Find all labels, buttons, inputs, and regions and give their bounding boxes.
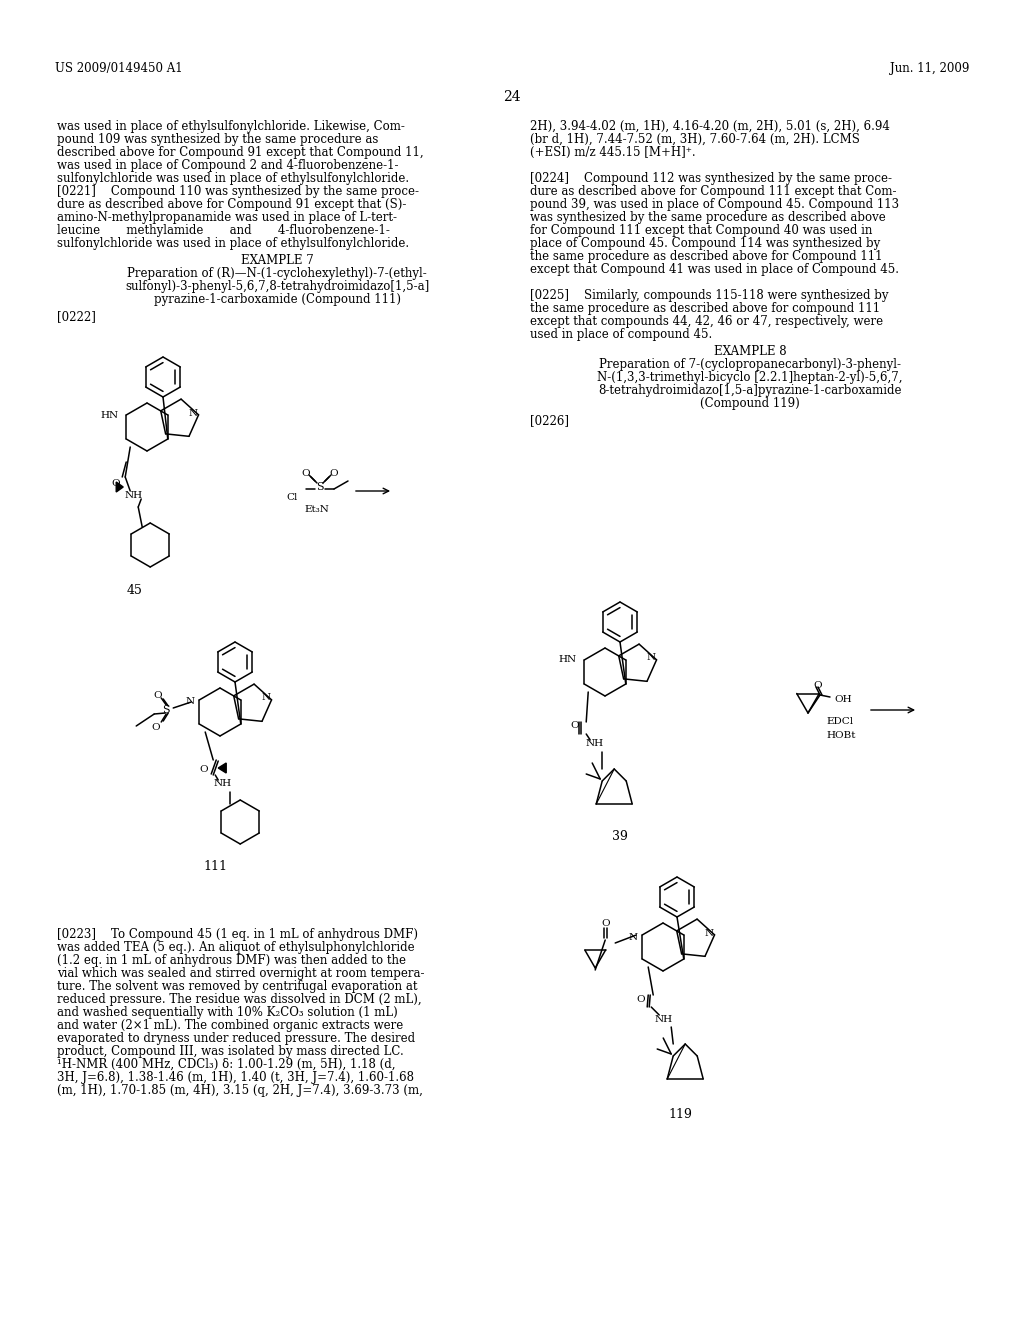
Text: 45: 45 bbox=[127, 583, 143, 597]
Text: 2H), 3.94-4.02 (m, 1H), 4.16-4.20 (m, 2H), 5.01 (s, 2H), 6.94: 2H), 3.94-4.02 (m, 1H), 4.16-4.20 (m, 2H… bbox=[530, 120, 890, 133]
Text: NH: NH bbox=[124, 491, 142, 499]
Text: for Compound 111 except that Compound 40 was used in: for Compound 111 except that Compound 40… bbox=[530, 224, 872, 238]
Text: N: N bbox=[646, 653, 655, 663]
Text: the same procedure as described above for Compound 111: the same procedure as described above fo… bbox=[530, 249, 883, 263]
Text: dure as described above for Compound 111 except that Com-: dure as described above for Compound 111… bbox=[530, 185, 896, 198]
Text: [0221]    Compound 110 was synthesized by the same proce-: [0221] Compound 110 was synthesized by t… bbox=[57, 185, 419, 198]
Text: EXAMPLE 8: EXAMPLE 8 bbox=[714, 345, 786, 358]
Text: was added TEA (5 eq.). An aliquot of ethylsulphonylchloride: was added TEA (5 eq.). An aliquot of eth… bbox=[57, 941, 415, 954]
Polygon shape bbox=[218, 763, 226, 774]
Text: was synthesized by the same procedure as described above: was synthesized by the same procedure as… bbox=[530, 211, 886, 224]
Text: sulfonylchloride was used in place of ethylsulfonylchloride.: sulfonylchloride was used in place of et… bbox=[57, 238, 410, 249]
Text: except that Compound 41 was used in place of Compound 45.: except that Compound 41 was used in plac… bbox=[530, 263, 899, 276]
Text: O: O bbox=[111, 479, 120, 487]
Text: O: O bbox=[153, 692, 162, 701]
Text: S: S bbox=[163, 705, 170, 715]
Text: [0225]    Similarly, compounds 115-118 were synthesized by: [0225] Similarly, compounds 115-118 were… bbox=[530, 289, 889, 302]
Text: dure as described above for Compound 91 except that (S)-: dure as described above for Compound 91 … bbox=[57, 198, 407, 211]
Text: O: O bbox=[814, 681, 822, 689]
Text: ¹H-NMR (400 MHz, CDCl₃) δ: 1.00-1.29 (m, 5H), 1.18 (d,: ¹H-NMR (400 MHz, CDCl₃) δ: 1.00-1.29 (m,… bbox=[57, 1059, 395, 1071]
Text: O: O bbox=[570, 722, 579, 730]
Text: 24: 24 bbox=[503, 90, 521, 104]
Text: N: N bbox=[705, 928, 714, 937]
Text: O: O bbox=[601, 919, 609, 928]
Text: N: N bbox=[185, 697, 195, 706]
Text: vial which was sealed and stirred overnight at room tempera-: vial which was sealed and stirred overni… bbox=[57, 968, 425, 979]
Text: and water (2×1 mL). The combined organic extracts were: and water (2×1 mL). The combined organic… bbox=[57, 1019, 403, 1032]
Text: [0224]    Compound 112 was synthesized by the same proce-: [0224] Compound 112 was synthesized by t… bbox=[530, 172, 892, 185]
Text: pyrazine-1-carboxamide (Compound 111): pyrazine-1-carboxamide (Compound 111) bbox=[154, 293, 400, 306]
Text: and washed sequentially with 10% K₂CO₃ solution (1 mL): and washed sequentially with 10% K₂CO₃ s… bbox=[57, 1006, 397, 1019]
Text: used in place of compound 45.: used in place of compound 45. bbox=[530, 327, 713, 341]
Text: was used in place of Compound 2 and 4-fluorobenzene-1-: was used in place of Compound 2 and 4-fl… bbox=[57, 158, 398, 172]
Text: 111: 111 bbox=[203, 861, 227, 874]
Text: NH: NH bbox=[213, 780, 231, 788]
Text: HN: HN bbox=[558, 656, 577, 664]
Text: except that compounds 44, 42, 46 or 47, respectively, were: except that compounds 44, 42, 46 or 47, … bbox=[530, 315, 883, 327]
Text: N-(1,3,3-trimethyl-bicyclo [2.2.1]heptan-2-yl)-5,6,7,: N-(1,3,3-trimethyl-bicyclo [2.2.1]heptan… bbox=[597, 371, 903, 384]
Text: (1.2 eq. in 1 mL of anhydrous DMF) was then added to the: (1.2 eq. in 1 mL of anhydrous DMF) was t… bbox=[57, 954, 406, 968]
Text: amino-N-methylpropanamide was used in place of L-tert-: amino-N-methylpropanamide was used in pl… bbox=[57, 211, 397, 224]
Text: N: N bbox=[628, 932, 637, 941]
Text: 3H, J=6.8), 1.38-1.46 (m, 1H), 1.40 (t, 3H, J=7.4), 1.60-1.68: 3H, J=6.8), 1.38-1.46 (m, 1H), 1.40 (t, … bbox=[57, 1071, 414, 1084]
Text: (m, 1H), 1.70-1.85 (m, 4H), 3.15 (q, 2H, J=7.4), 3.69-3.73 (m,: (m, 1H), 1.70-1.85 (m, 4H), 3.15 (q, 2H,… bbox=[57, 1084, 423, 1097]
Text: the same procedure as described above for compound 111: the same procedure as described above fo… bbox=[530, 302, 880, 315]
Text: evaporated to dryness under reduced pressure. The desired: evaporated to dryness under reduced pres… bbox=[57, 1032, 415, 1045]
Text: O: O bbox=[330, 469, 338, 478]
Text: HN: HN bbox=[100, 411, 118, 420]
Text: S: S bbox=[316, 482, 324, 492]
Text: (br d, 1H), 7.44-7.52 (m, 3H), 7.60-7.64 (m, 2H). LCMS: (br d, 1H), 7.44-7.52 (m, 3H), 7.60-7.64… bbox=[530, 133, 860, 147]
Text: HOBt: HOBt bbox=[826, 730, 855, 739]
Text: pound 39, was used in place of Compound 45. Compound 113: pound 39, was used in place of Compound … bbox=[530, 198, 899, 211]
Text: ture. The solvent was removed by centrifugal evaporation at: ture. The solvent was removed by centrif… bbox=[57, 979, 418, 993]
Text: [0223]    To Compound 45 (1 eq. in 1 mL of anhydrous DMF): [0223] To Compound 45 (1 eq. in 1 mL of … bbox=[57, 928, 418, 941]
Text: N: N bbox=[261, 693, 270, 702]
Text: 8-tetrahydroimidazo[1,5-a]pyrazine-1-carboxamide: 8-tetrahydroimidazo[1,5-a]pyrazine-1-car… bbox=[598, 384, 902, 397]
Text: Preparation of (R)—N-(1-cyclohexylethyl)-7-(ethyl-: Preparation of (R)—N-(1-cyclohexylethyl)… bbox=[127, 267, 427, 280]
Text: leucine       methylamide       and       4-fluorobenzene-1-: leucine methylamide and 4-fluorobenzene-… bbox=[57, 224, 390, 238]
Text: EDCl: EDCl bbox=[826, 718, 853, 726]
Text: EXAMPLE 7: EXAMPLE 7 bbox=[241, 253, 313, 267]
Text: 39: 39 bbox=[612, 830, 628, 843]
Text: reduced pressure. The residue was dissolved in DCM (2 mL),: reduced pressure. The residue was dissol… bbox=[57, 993, 422, 1006]
Text: [0222]: [0222] bbox=[57, 310, 96, 323]
Text: was used in place of ethylsulfonylchloride. Likewise, Com-: was used in place of ethylsulfonylchlori… bbox=[57, 120, 404, 133]
Polygon shape bbox=[116, 482, 123, 492]
Text: Et₃N: Et₃N bbox=[304, 504, 330, 513]
Text: sulfonylchloride was used in place of ethylsulfonylchloride.: sulfonylchloride was used in place of et… bbox=[57, 172, 410, 185]
Text: described above for Compound 91 except that Compound 11,: described above for Compound 91 except t… bbox=[57, 147, 424, 158]
Text: product, Compound III, was isolated by mass directed LC.: product, Compound III, was isolated by m… bbox=[57, 1045, 403, 1059]
Text: (Compound 119): (Compound 119) bbox=[700, 397, 800, 411]
Text: O: O bbox=[199, 766, 208, 775]
Text: 119: 119 bbox=[668, 1107, 692, 1121]
Text: Jun. 11, 2009: Jun. 11, 2009 bbox=[890, 62, 969, 75]
Text: Preparation of 7-(cyclopropanecarbonyl)-3-phenyl-: Preparation of 7-(cyclopropanecarbonyl)-… bbox=[599, 358, 901, 371]
Text: Cl: Cl bbox=[287, 492, 298, 502]
Text: O: O bbox=[151, 723, 160, 733]
Text: O: O bbox=[636, 994, 644, 1003]
Text: NH: NH bbox=[654, 1015, 673, 1023]
Text: OH: OH bbox=[834, 694, 852, 704]
Text: O: O bbox=[302, 469, 310, 478]
Text: sulfonyl)-3-phenyl-5,6,7,8-tetrahydroimidazo[1,5-a]: sulfonyl)-3-phenyl-5,6,7,8-tetrahydroimi… bbox=[125, 280, 429, 293]
Text: pound 109 was synthesized by the same procedure as: pound 109 was synthesized by the same pr… bbox=[57, 133, 379, 147]
Text: [0226]: [0226] bbox=[530, 413, 569, 426]
Text: place of Compound 45. Compound 114 was synthesized by: place of Compound 45. Compound 114 was s… bbox=[530, 238, 881, 249]
Text: (+ESI) m/z 445.15 [M+H]⁺.: (+ESI) m/z 445.15 [M+H]⁺. bbox=[530, 147, 695, 158]
Text: N: N bbox=[188, 408, 198, 417]
Text: US 2009/0149450 A1: US 2009/0149450 A1 bbox=[55, 62, 182, 75]
Text: NH: NH bbox=[585, 739, 603, 748]
